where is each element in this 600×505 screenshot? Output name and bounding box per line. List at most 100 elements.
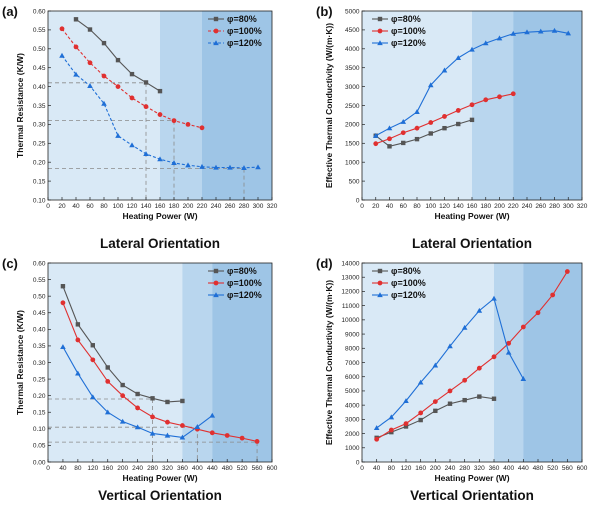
x-tick-label: 260 (535, 203, 546, 210)
data-point (60, 344, 66, 350)
y-tick-label: 0.25 (33, 376, 46, 383)
data-point (101, 100, 107, 106)
x-tick-label: 440 (207, 465, 218, 472)
y-tick-label: 6000 (345, 374, 360, 381)
data-point (143, 80, 149, 85)
x-tick-label: 160 (102, 465, 113, 472)
y-tick-label: 0.10 (33, 197, 46, 204)
data-point (87, 27, 93, 32)
data-point (157, 88, 163, 94)
y-tick-label: 14000 (341, 260, 359, 267)
x-tick-label: 240 (445, 465, 456, 472)
x-tick-label: 80 (413, 203, 421, 210)
x-tick-label: 480 (533, 465, 544, 472)
x-axis-title: Heating Power (W) (122, 473, 197, 483)
data-point (432, 362, 439, 368)
data-point (73, 44, 79, 50)
x-tick-label: 200 (117, 465, 128, 472)
x-tick-label: 320 (577, 203, 588, 210)
data-point (171, 160, 177, 166)
y-tick-label: 4000 (345, 402, 360, 409)
legend-marker (377, 280, 383, 286)
data-point (455, 108, 461, 113)
x-tick-label: 60 (86, 203, 94, 210)
legend-marker (213, 268, 219, 274)
data-point (447, 401, 453, 406)
y-tick-label: 1000 (345, 160, 360, 167)
y-tick-label: 0.25 (33, 141, 46, 148)
data-point (105, 379, 111, 384)
panel-label: (a) (2, 4, 18, 19)
shaded-region (472, 11, 514, 200)
y-tick-label: 0.20 (33, 160, 46, 167)
y-tick-label: 0.40 (33, 327, 46, 334)
legend-label: φ=80% (227, 14, 257, 24)
x-tick-label: 120 (401, 465, 412, 472)
x-tick-label: 220 (508, 203, 519, 210)
x-tick-label: 0 (360, 203, 364, 210)
data-point (87, 83, 93, 88)
data-point (255, 164, 261, 170)
y-tick-label: 3000 (345, 417, 360, 424)
x-tick-label: 0 (46, 203, 50, 210)
series-line (375, 119, 473, 147)
data-point (224, 433, 230, 438)
x-tick-label: 280 (549, 203, 560, 210)
data-point (59, 26, 65, 32)
y-tick-label: 11000 (342, 303, 360, 310)
data-point (129, 142, 135, 148)
data-point (374, 436, 380, 442)
legend-label: φ=100% (391, 278, 426, 288)
data-point (417, 379, 424, 385)
data-point (179, 434, 186, 440)
y-tick-label: 12000 (341, 289, 359, 296)
data-point (73, 71, 79, 77)
data-point (241, 165, 247, 170)
y-tick-label: 0.20 (33, 393, 46, 400)
y-axis-title: Effective Thermal Conductivity (W/(m·K)) (324, 23, 334, 188)
x-tick-label: 200 (494, 203, 505, 210)
data-point (520, 376, 527, 381)
data-point (90, 394, 96, 400)
data-point (165, 419, 170, 425)
data-point (388, 414, 395, 420)
x-tick-label: 600 (267, 465, 278, 472)
data-point (476, 307, 483, 313)
y-tick-label: 3000 (345, 84, 360, 91)
data-point (373, 425, 380, 430)
data-point (209, 430, 215, 436)
data-point (403, 398, 409, 403)
data-point (143, 151, 149, 156)
data-point (60, 300, 66, 306)
y-tick-label: 8000 (345, 346, 360, 353)
panel-c: 0 40 80 120 160 200 240 280 320 360 400 440 480 520 56… (2, 256, 278, 503)
y-tick-label: 2000 (345, 431, 360, 438)
y-tick-label: 0.00 (33, 459, 46, 466)
data-point (185, 162, 191, 168)
data-point (482, 40, 489, 46)
data-point (441, 67, 448, 73)
y-tick-label: 0.05 (33, 443, 46, 450)
y-tick-label: 0.60 (33, 260, 46, 267)
data-point (105, 365, 110, 370)
y-tick-label: 5000 (345, 388, 360, 395)
data-point (388, 427, 394, 433)
data-point (180, 423, 185, 428)
data-point (135, 391, 140, 397)
data-point (115, 132, 121, 138)
x-tick-label: 100 (113, 203, 124, 210)
data-point (129, 71, 135, 77)
data-point (150, 396, 155, 401)
data-point (491, 396, 497, 401)
x-tick-label: 120 (87, 465, 98, 472)
data-point (506, 340, 512, 346)
data-point (442, 125, 447, 131)
y-axis-title: Thermal Resistance (K/W) (15, 310, 25, 415)
x-tick-label: 360 (177, 465, 188, 472)
data-point (433, 408, 438, 414)
data-point (469, 46, 475, 52)
data-point (135, 405, 141, 411)
data-point (165, 399, 170, 405)
data-point (427, 82, 434, 88)
legend-marker (377, 40, 383, 46)
